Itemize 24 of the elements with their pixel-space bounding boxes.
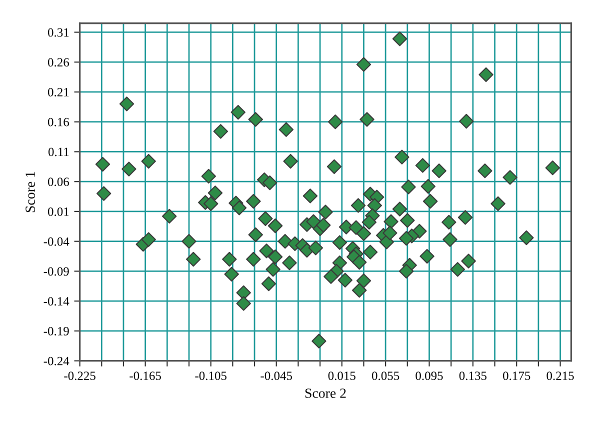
- x-axis-title: Score 2: [305, 388, 346, 398]
- y-tick-label: -0.04: [44, 237, 70, 246]
- y-axis-title: Score 1: [26, 172, 35, 212]
- y-tick-label: 0.21: [48, 88, 69, 96]
- x-tick-label: 0.135: [459, 372, 486, 380]
- y-tick-label: 0.06: [48, 178, 70, 186]
- x-tick-label: -0.105: [195, 372, 226, 380]
- y-tick-label: 0.31: [48, 28, 69, 37]
- x-tick-label: -0.165: [130, 372, 161, 380]
- x-tick-label: 0.055: [372, 372, 400, 380]
- y-tick-label: 0.16: [48, 118, 70, 126]
- x-tick-label: 0.015: [328, 372, 356, 380]
- x-tick-label: 0.175: [503, 372, 530, 380]
- y-tick-label: -0.24: [44, 356, 70, 366]
- y-tick-label: 0.11: [48, 148, 69, 156]
- y-tick-label: -0.14: [44, 297, 70, 306]
- y-tick-label: -0.19: [44, 326, 69, 336]
- y-tick-label: 0.01: [48, 207, 69, 216]
- y-tick-label: -0.09: [44, 267, 69, 276]
- x-tick-label: -0.045: [260, 372, 292, 380]
- y-tick-label: 0.26: [48, 58, 70, 67]
- x-tick-label: -0.225: [64, 372, 96, 380]
- x-tick-label: 0.215: [546, 372, 574, 380]
- x-tick-label: 0.095: [416, 372, 443, 380]
